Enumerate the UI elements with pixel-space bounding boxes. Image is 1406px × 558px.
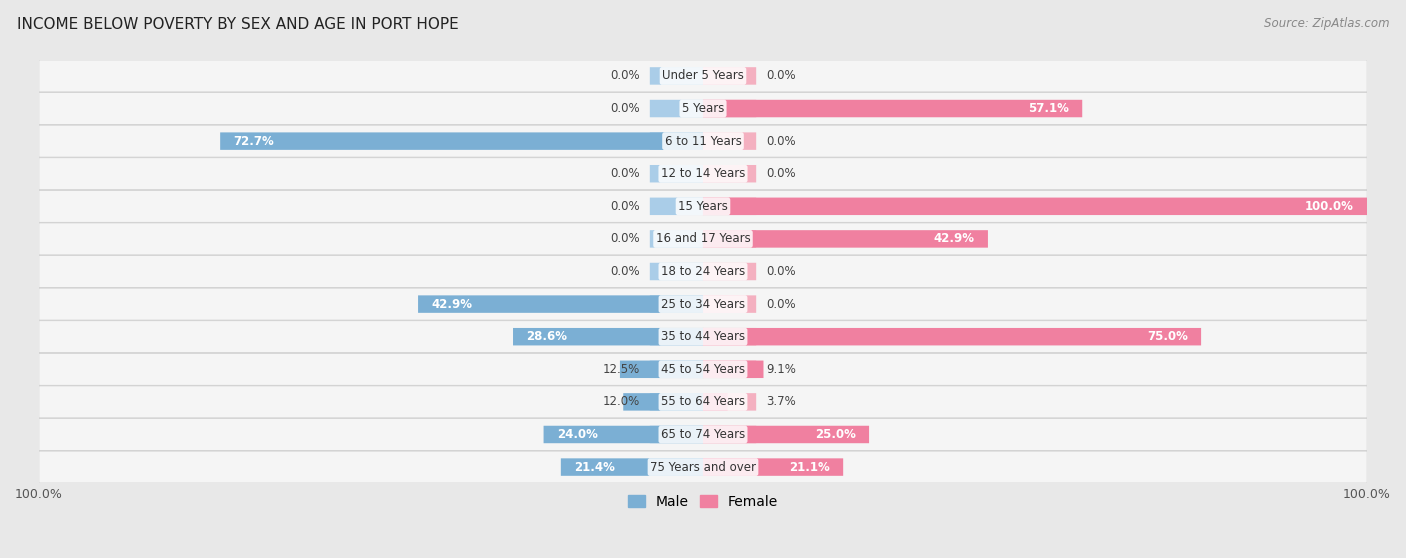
Text: 100.0%: 100.0% bbox=[1305, 200, 1354, 213]
Text: 65 to 74 Years: 65 to 74 Years bbox=[661, 428, 745, 441]
FancyBboxPatch shape bbox=[650, 426, 703, 443]
FancyBboxPatch shape bbox=[703, 100, 756, 117]
FancyBboxPatch shape bbox=[703, 426, 869, 443]
FancyBboxPatch shape bbox=[650, 132, 703, 150]
FancyBboxPatch shape bbox=[650, 393, 703, 411]
FancyBboxPatch shape bbox=[703, 360, 763, 378]
FancyBboxPatch shape bbox=[703, 198, 1367, 215]
Text: Under 5 Years: Under 5 Years bbox=[662, 69, 744, 83]
Text: 12.5%: 12.5% bbox=[603, 363, 640, 376]
Text: Source: ZipAtlas.com: Source: ZipAtlas.com bbox=[1264, 17, 1389, 30]
FancyBboxPatch shape bbox=[703, 360, 756, 378]
FancyBboxPatch shape bbox=[39, 418, 1367, 450]
FancyBboxPatch shape bbox=[650, 67, 703, 85]
Text: 0.0%: 0.0% bbox=[610, 200, 640, 213]
Text: 28.6%: 28.6% bbox=[526, 330, 568, 343]
FancyBboxPatch shape bbox=[703, 328, 1201, 345]
FancyBboxPatch shape bbox=[39, 158, 1367, 190]
Text: 57.1%: 57.1% bbox=[1028, 102, 1069, 115]
FancyBboxPatch shape bbox=[703, 458, 756, 476]
Text: 0.0%: 0.0% bbox=[610, 102, 640, 115]
FancyBboxPatch shape bbox=[703, 393, 756, 411]
FancyBboxPatch shape bbox=[561, 458, 703, 476]
Text: 0.0%: 0.0% bbox=[766, 265, 796, 278]
Text: 72.7%: 72.7% bbox=[233, 134, 274, 148]
FancyBboxPatch shape bbox=[703, 263, 756, 280]
Text: 0.0%: 0.0% bbox=[610, 265, 640, 278]
Text: 16 and 17 Years: 16 and 17 Years bbox=[655, 233, 751, 246]
FancyBboxPatch shape bbox=[39, 353, 1367, 385]
Text: 21.1%: 21.1% bbox=[789, 460, 830, 474]
FancyBboxPatch shape bbox=[703, 67, 756, 85]
Text: 0.0%: 0.0% bbox=[766, 69, 796, 83]
Text: 42.9%: 42.9% bbox=[432, 297, 472, 311]
Text: 0.0%: 0.0% bbox=[610, 233, 640, 246]
FancyBboxPatch shape bbox=[650, 198, 703, 215]
Legend: Male, Female: Male, Female bbox=[623, 489, 783, 514]
FancyBboxPatch shape bbox=[544, 426, 703, 443]
Text: 21.4%: 21.4% bbox=[574, 460, 614, 474]
FancyBboxPatch shape bbox=[39, 256, 1367, 287]
Text: 24.0%: 24.0% bbox=[557, 428, 598, 441]
FancyBboxPatch shape bbox=[650, 360, 703, 378]
FancyBboxPatch shape bbox=[39, 386, 1367, 418]
Text: 0.0%: 0.0% bbox=[610, 69, 640, 83]
FancyBboxPatch shape bbox=[703, 458, 844, 476]
Text: 0.0%: 0.0% bbox=[610, 167, 640, 180]
Text: 0.0%: 0.0% bbox=[766, 297, 796, 311]
Text: 12.0%: 12.0% bbox=[603, 396, 640, 408]
Text: 0.0%: 0.0% bbox=[766, 167, 796, 180]
FancyBboxPatch shape bbox=[39, 125, 1367, 157]
FancyBboxPatch shape bbox=[650, 100, 703, 117]
FancyBboxPatch shape bbox=[39, 288, 1367, 320]
FancyBboxPatch shape bbox=[703, 426, 756, 443]
Text: 15 Years: 15 Years bbox=[678, 200, 728, 213]
Text: 35 to 44 Years: 35 to 44 Years bbox=[661, 330, 745, 343]
FancyBboxPatch shape bbox=[650, 295, 703, 313]
FancyBboxPatch shape bbox=[39, 321, 1367, 353]
FancyBboxPatch shape bbox=[650, 230, 703, 248]
FancyBboxPatch shape bbox=[221, 132, 703, 150]
FancyBboxPatch shape bbox=[703, 393, 728, 411]
FancyBboxPatch shape bbox=[39, 190, 1367, 222]
FancyBboxPatch shape bbox=[39, 93, 1367, 124]
FancyBboxPatch shape bbox=[39, 223, 1367, 255]
Text: 75 Years and over: 75 Years and over bbox=[650, 460, 756, 474]
Text: 5 Years: 5 Years bbox=[682, 102, 724, 115]
Text: 55 to 64 Years: 55 to 64 Years bbox=[661, 396, 745, 408]
FancyBboxPatch shape bbox=[418, 295, 703, 313]
FancyBboxPatch shape bbox=[623, 393, 703, 411]
FancyBboxPatch shape bbox=[703, 230, 988, 248]
FancyBboxPatch shape bbox=[39, 60, 1367, 92]
Text: 9.1%: 9.1% bbox=[766, 363, 796, 376]
Text: 75.0%: 75.0% bbox=[1147, 330, 1188, 343]
Text: 0.0%: 0.0% bbox=[766, 134, 796, 148]
FancyBboxPatch shape bbox=[650, 328, 703, 345]
FancyBboxPatch shape bbox=[513, 328, 703, 345]
Text: 42.9%: 42.9% bbox=[934, 233, 974, 246]
Text: 25 to 34 Years: 25 to 34 Years bbox=[661, 297, 745, 311]
FancyBboxPatch shape bbox=[650, 165, 703, 182]
FancyBboxPatch shape bbox=[703, 132, 756, 150]
Text: INCOME BELOW POVERTY BY SEX AND AGE IN PORT HOPE: INCOME BELOW POVERTY BY SEX AND AGE IN P… bbox=[17, 17, 458, 32]
Text: 45 to 54 Years: 45 to 54 Years bbox=[661, 363, 745, 376]
FancyBboxPatch shape bbox=[703, 198, 756, 215]
FancyBboxPatch shape bbox=[620, 360, 703, 378]
FancyBboxPatch shape bbox=[703, 295, 756, 313]
FancyBboxPatch shape bbox=[703, 165, 756, 182]
Text: 18 to 24 Years: 18 to 24 Years bbox=[661, 265, 745, 278]
FancyBboxPatch shape bbox=[703, 230, 756, 248]
Text: 3.7%: 3.7% bbox=[766, 396, 796, 408]
FancyBboxPatch shape bbox=[39, 451, 1367, 483]
FancyBboxPatch shape bbox=[703, 328, 756, 345]
FancyBboxPatch shape bbox=[703, 100, 1083, 117]
Text: 6 to 11 Years: 6 to 11 Years bbox=[665, 134, 741, 148]
Text: 25.0%: 25.0% bbox=[815, 428, 856, 441]
Text: 12 to 14 Years: 12 to 14 Years bbox=[661, 167, 745, 180]
FancyBboxPatch shape bbox=[650, 458, 703, 476]
FancyBboxPatch shape bbox=[650, 263, 703, 280]
